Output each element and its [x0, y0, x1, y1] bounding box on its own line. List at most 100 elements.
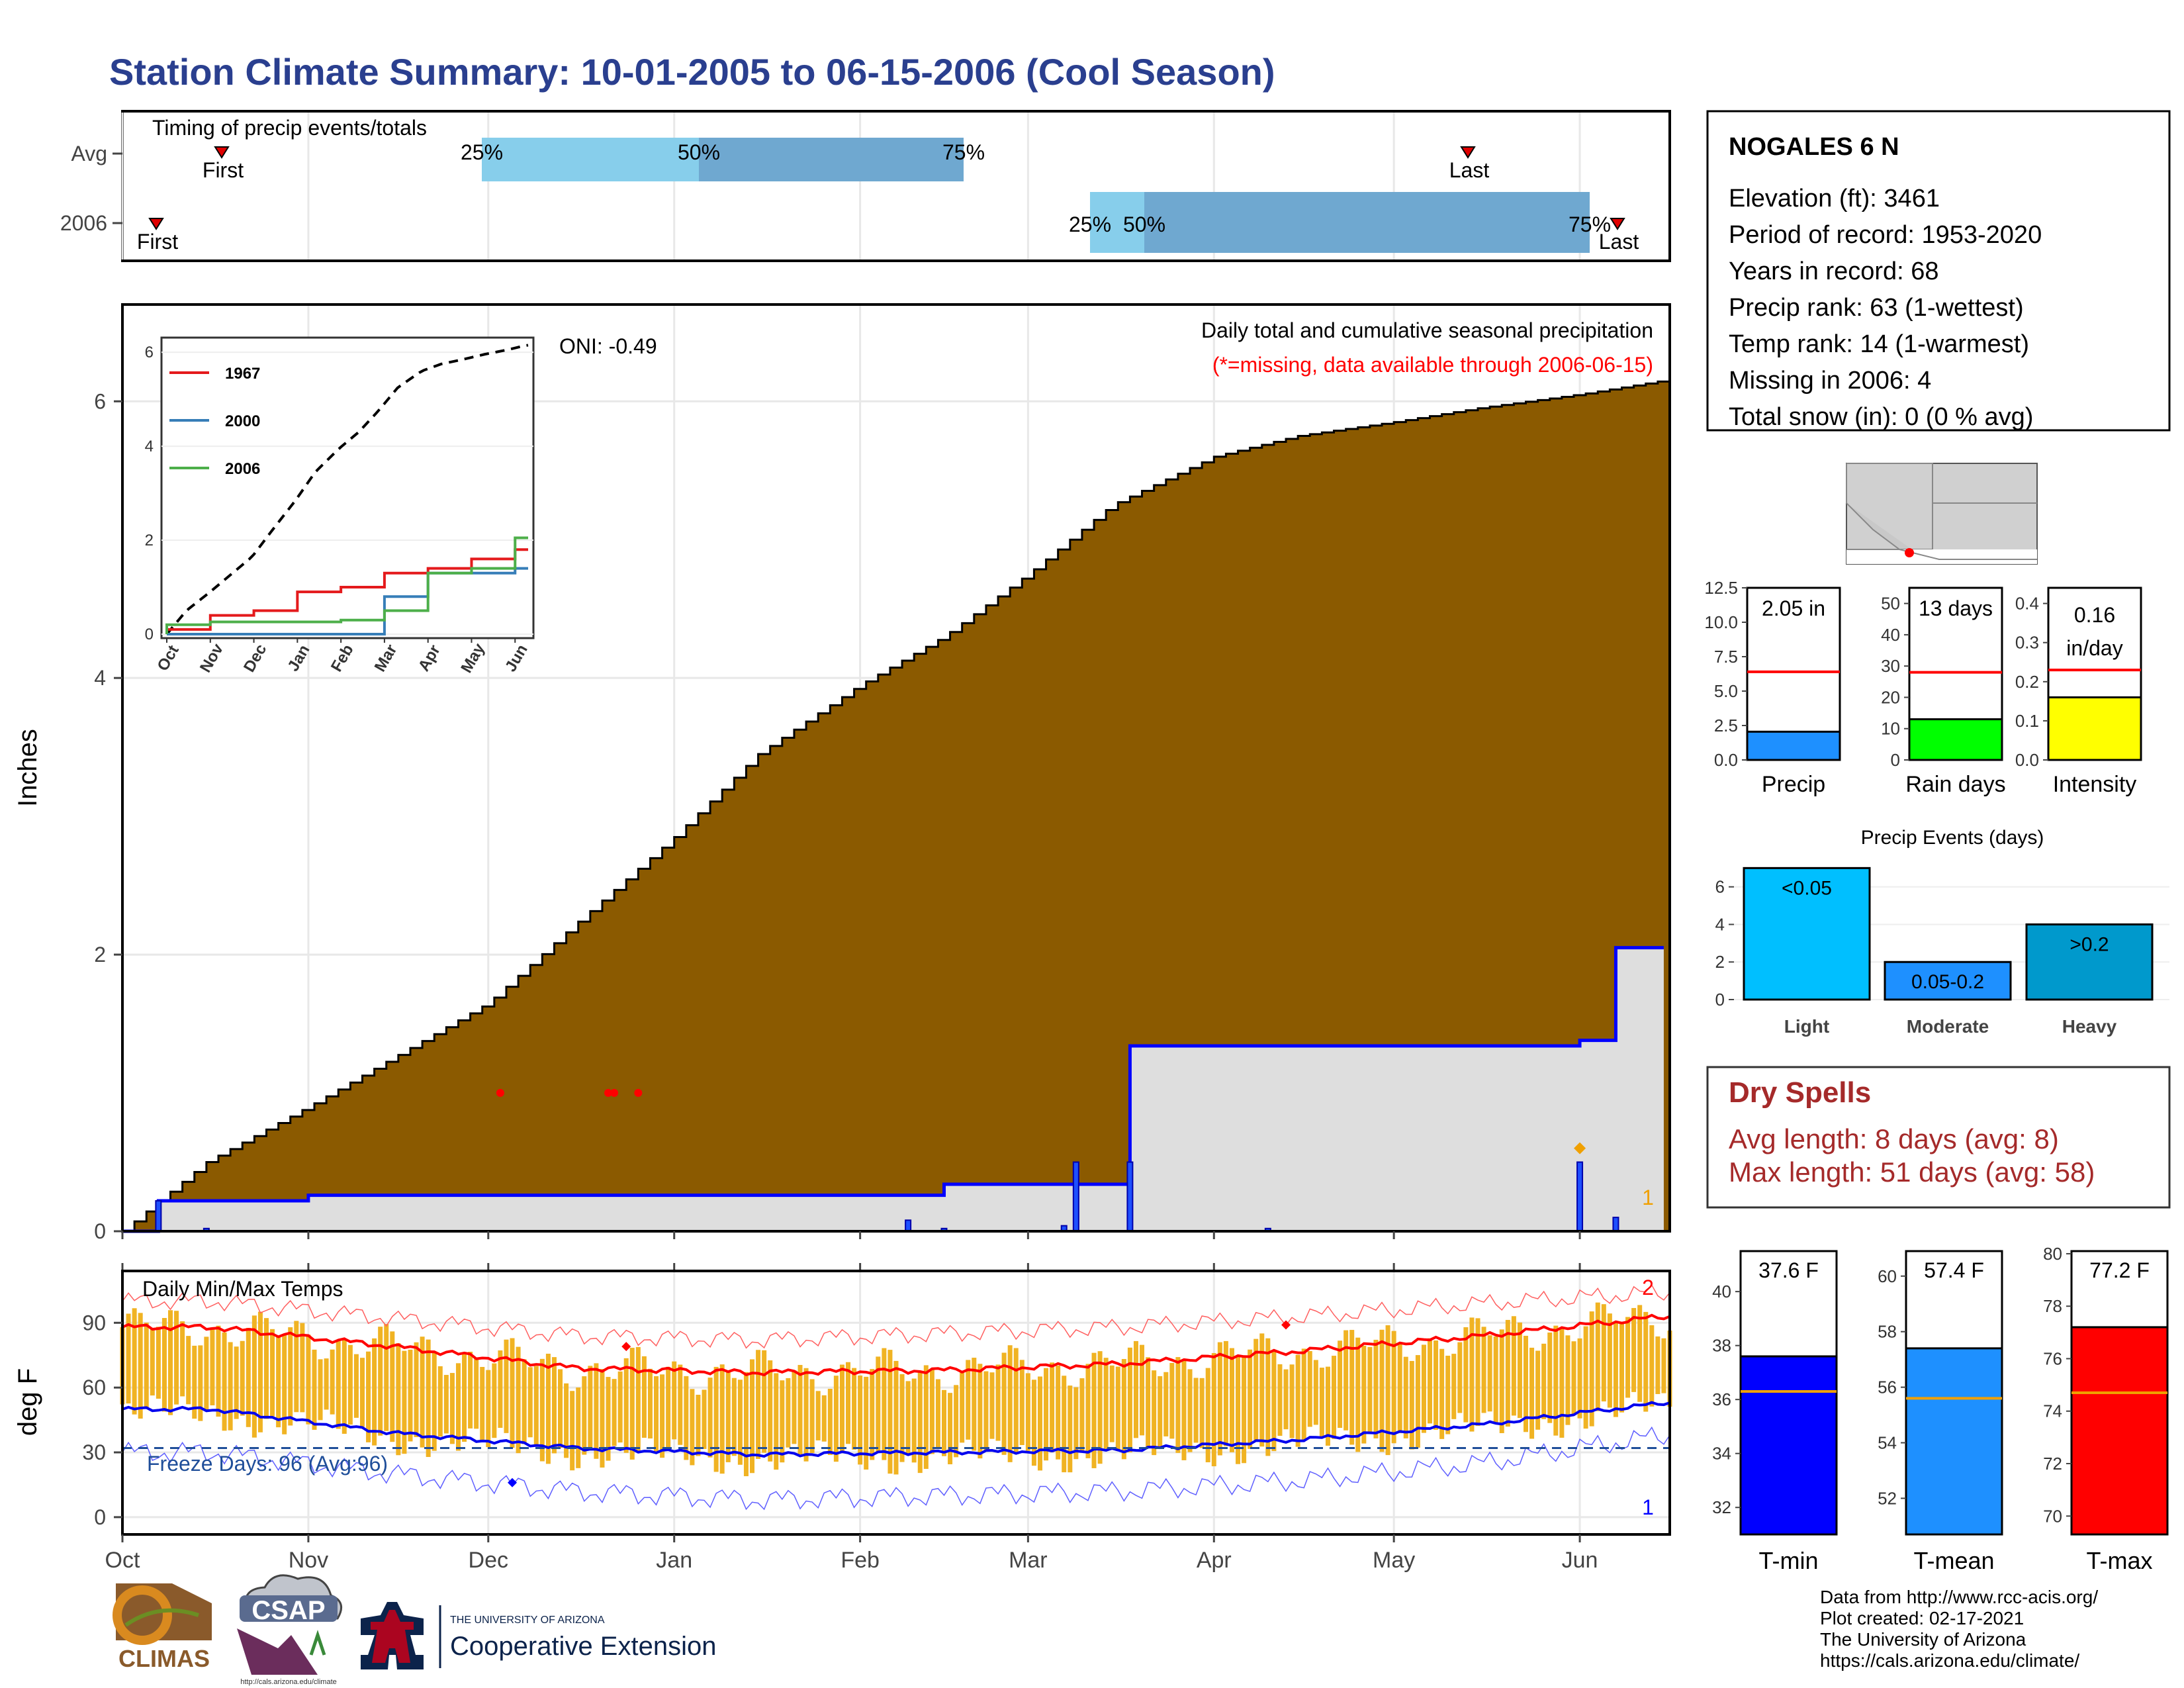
y-tick-label: 78: [2043, 1296, 2062, 1316]
daily-temp-bar: [702, 1389, 707, 1449]
y-tick-label: 20: [1881, 687, 1900, 707]
ua-big-text: Cooperative Extension: [450, 1632, 716, 1661]
daily-temp-bar: [1361, 1346, 1367, 1444]
daily-temp-bar: [1223, 1340, 1228, 1446]
daily-temp-bar: [594, 1363, 599, 1459]
temp-y-tick-label: 30: [82, 1440, 106, 1464]
value-bar: [2070, 1326, 2169, 1536]
daily-temp-bar: [336, 1340, 341, 1429]
daily-temp-bar: [420, 1336, 425, 1448]
temp-bar-t-min: 32 34 36 38 40 37.6 F T-min: [1712, 1250, 1838, 1574]
daily-temp-bar: [1211, 1353, 1216, 1467]
daily-temp-bar: [1205, 1368, 1210, 1463]
y-tick-label: 32: [1712, 1497, 1731, 1517]
footer-line-4: https://cals.arizona.edu/climate/: [1820, 1650, 2079, 1671]
daily-temp-bar: [341, 1338, 347, 1434]
daily-temp-bar: [216, 1325, 221, 1417]
daily-precip-bar: [1576, 1161, 1584, 1232]
station-years: Years in record: 68: [1729, 258, 1939, 285]
dry-spells-box: Dry Spells Avg length: 8 days (avg: 8) M…: [1706, 1066, 2171, 1209]
daily-temp-bar: [1103, 1358, 1109, 1449]
daily-temp-bar: [510, 1338, 515, 1448]
daily-temp-bar: [899, 1374, 905, 1462]
value-bar: [1905, 1347, 2003, 1536]
temp-label-top: 2: [1642, 1276, 1654, 1299]
daily-temp-bar: [1265, 1338, 1271, 1456]
daily-temp-bar: [318, 1359, 323, 1421]
daily-temp-bar: [1152, 1370, 1157, 1456]
footer-line-1: Data from http://www.rcc-acis.org/: [1820, 1587, 2098, 1607]
daily-temp-bar: [1463, 1327, 1469, 1423]
daily-temp-bar: [1146, 1357, 1151, 1447]
event-category-label: Light: [1784, 1016, 1829, 1037]
daily-temp-bar: [462, 1354, 467, 1442]
value-label: 77.2 F: [2089, 1258, 2150, 1282]
daily-temp-bar: [929, 1368, 934, 1454]
temp-bar-t-mean: 52 54 56 58 60 57.4 F T-mean: [1878, 1250, 2003, 1574]
average-max-line: [122, 1313, 1670, 1377]
inset-average-line: [165, 344, 529, 635]
2006-q25-q50-bar: [1090, 192, 1144, 253]
precip-plot-area: [122, 380, 1671, 1233]
value-label: 0.16: [2074, 603, 2115, 627]
2006-first-label: First: [137, 230, 178, 254]
event-bar: [2025, 923, 2154, 1001]
daily-temp-bar: [551, 1357, 557, 1454]
2006-q25-label: 25%: [1069, 212, 1111, 236]
daily-temp-bar: [1529, 1347, 1535, 1439]
daily-temp-bar: [257, 1311, 263, 1432]
daily-temp-bar: [161, 1318, 167, 1412]
daily-temp-bar: [132, 1308, 137, 1415]
inset-y-tick-label: 4: [145, 438, 154, 455]
month-label: Oct: [105, 1548, 140, 1573]
avg-q50-label: 50%: [678, 140, 720, 164]
daily-temp-bar: [893, 1360, 899, 1475]
daily-temp-bar: [222, 1332, 227, 1431]
daily-temp-bar: [1068, 1385, 1073, 1473]
daily-temp-bar: [138, 1313, 143, 1419]
daily-temp-bar: [803, 1368, 809, 1462]
daily-temp-bar: [455, 1363, 461, 1451]
daily-temp-bar: [204, 1336, 209, 1411]
daily-temp-bar: [1301, 1348, 1306, 1441]
2006-row-label: 2006: [60, 211, 107, 235]
y-tick-label: 74: [2043, 1401, 2062, 1421]
daily-temp-bar: [1415, 1355, 1420, 1448]
daily-temp-bar: [1127, 1347, 1132, 1452]
precip-y-label: Inches: [13, 729, 42, 807]
daily-temp-bar: [641, 1356, 647, 1438]
max-event-marker: [1574, 1142, 1586, 1154]
daily-temp-bar: [1013, 1348, 1019, 1454]
bar-chart-precip: 0.0 2.5 5.0 7.5 10.0 12.5 2.05 in Precip: [1704, 578, 1841, 797]
temp-y-tick-label: 60: [82, 1376, 106, 1399]
avg-first-label: First: [203, 158, 244, 182]
precip-panel-title: Daily total and cumulative seasonal prec…: [1201, 318, 1653, 342]
2006-q75-label: 75%: [1569, 212, 1611, 236]
month-label: Apr: [1197, 1548, 1232, 1573]
y-tick-label: 80: [2043, 1244, 2062, 1264]
daily-temp-bar: [1565, 1335, 1570, 1425]
missing-data-marker: [610, 1089, 619, 1098]
precip-y-tick-label: 6: [94, 389, 106, 413]
daily-temp-bar: [905, 1381, 911, 1455]
daily-temp-bar: [432, 1351, 437, 1451]
event-bar-heavy: >0.2 Heavy: [2025, 923, 2154, 1037]
freeze-days-label: Freeze Days: 96 (Avg:96): [147, 1452, 388, 1476]
footer-line-3: The University of Arizona: [1820, 1629, 2026, 1650]
daily-temp-bar: [1307, 1351, 1312, 1427]
daily-temp-bar: [1385, 1325, 1390, 1456]
temp-panel-title: Daily Min/Max Temps: [142, 1277, 343, 1301]
inset-y-tick-label: 2: [145, 532, 154, 549]
avg-last-marker-icon: [1460, 146, 1476, 159]
inset-series-2006: [165, 536, 528, 634]
daily-temp-bar: [582, 1376, 587, 1455]
2006-last-marker-icon: [1610, 218, 1625, 230]
daily-temp-bar: [192, 1345, 197, 1419]
daily-temp-bar: [768, 1360, 773, 1462]
y-tick-label: 50: [1881, 594, 1900, 614]
daily-temp-bar: [1391, 1331, 1396, 1444]
daily-temp-bar: [623, 1358, 629, 1453]
daily-temp-bar: [1332, 1356, 1337, 1439]
missing-data-marker: [496, 1089, 504, 1098]
